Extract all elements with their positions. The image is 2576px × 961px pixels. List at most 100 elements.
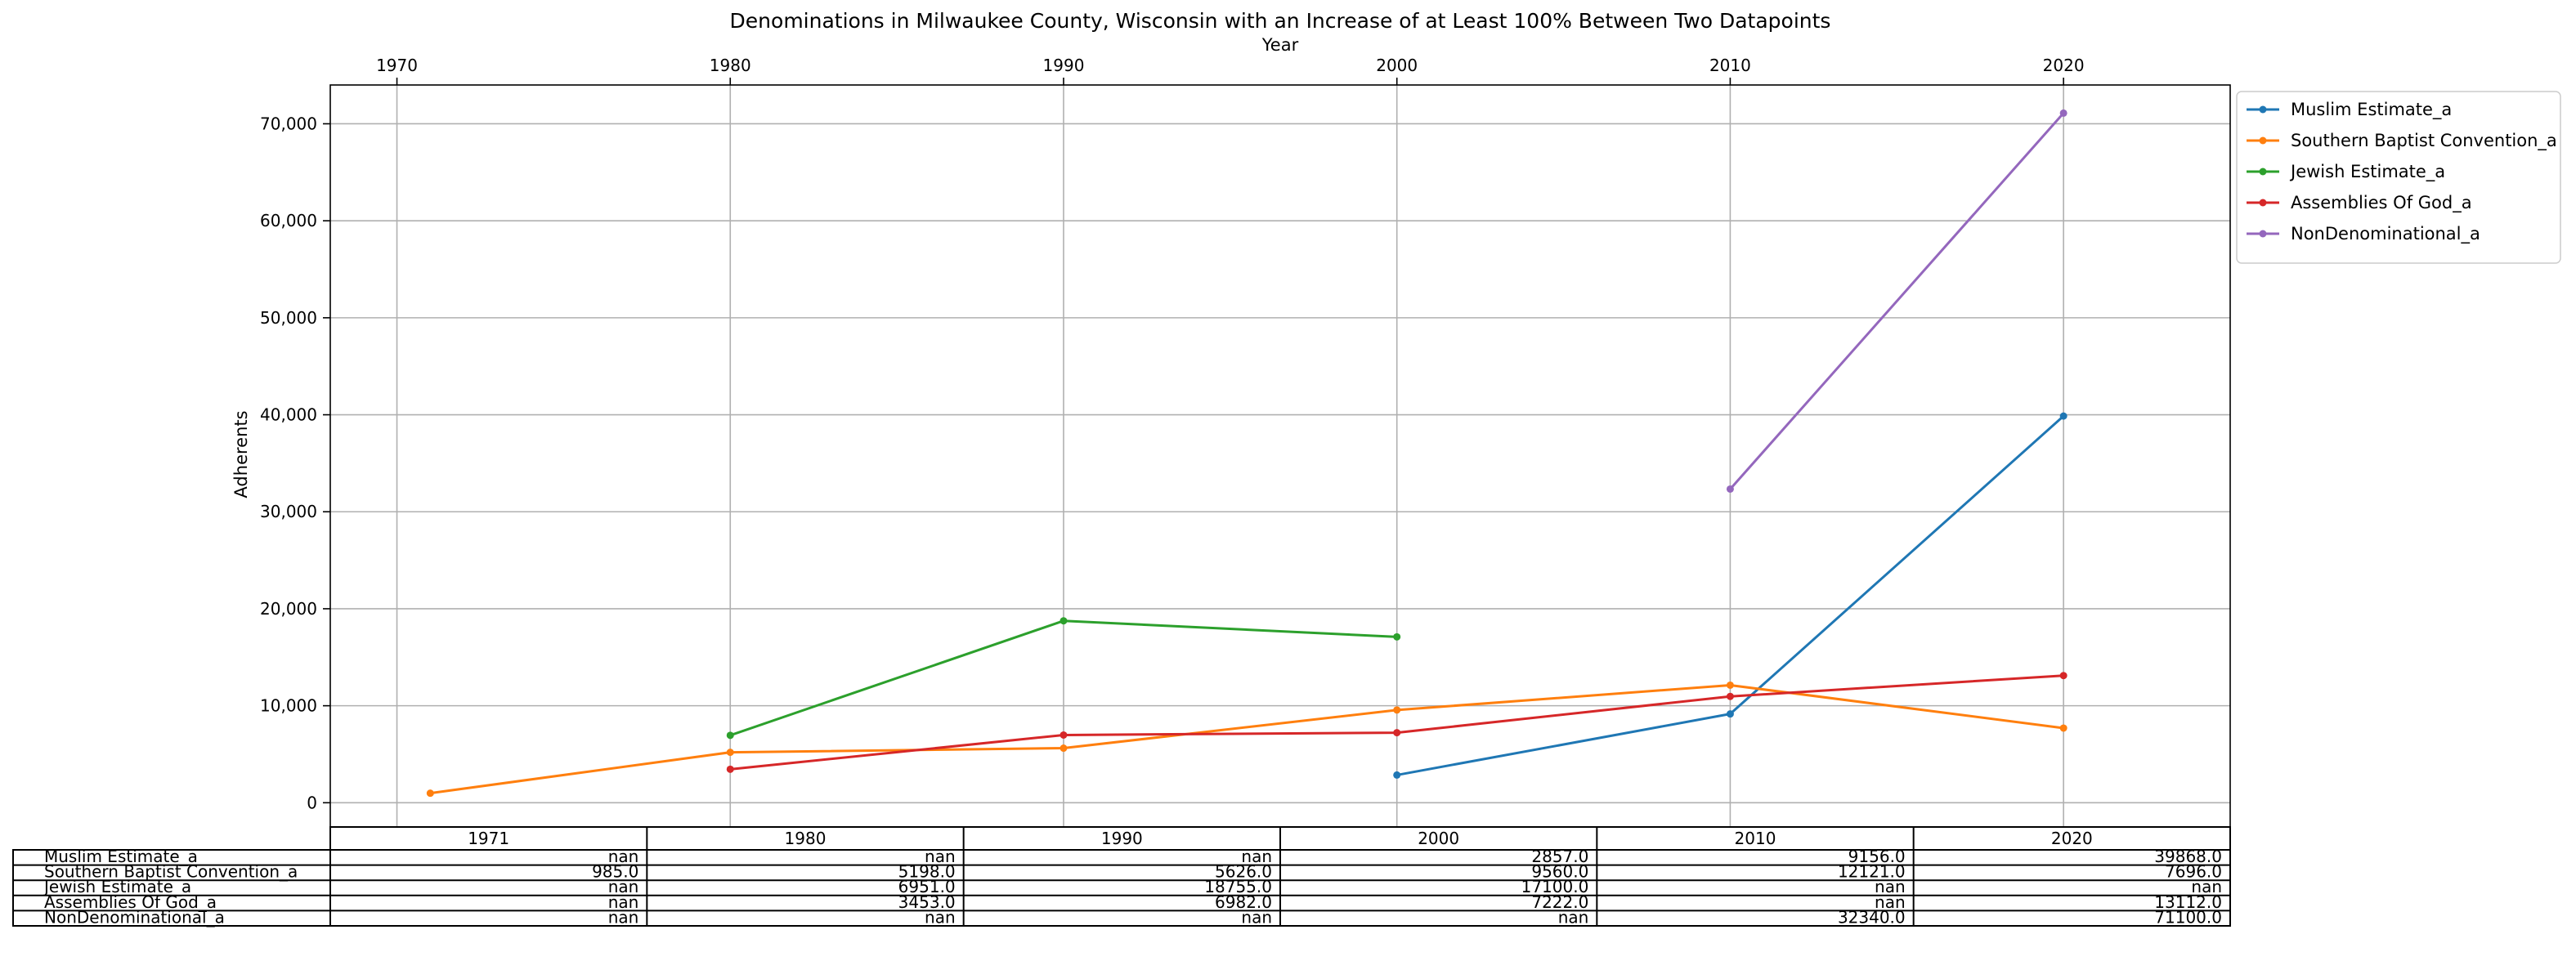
table-cell: nan xyxy=(608,907,639,927)
y-tick-label: 70,000 xyxy=(260,114,317,133)
legend-swatch-marker xyxy=(2259,136,2267,145)
y-tick-label: 0 xyxy=(307,793,317,812)
table-cell: 5626.0 xyxy=(1215,862,1272,882)
series-group xyxy=(426,681,2068,798)
table-body-frame xyxy=(12,849,2231,927)
grid-lines xyxy=(330,85,2230,827)
legend-swatch-marker xyxy=(2259,199,2267,207)
y-tick-label: 20,000 xyxy=(260,599,317,619)
y-axis-label: Adherents xyxy=(231,410,251,498)
table-cell: nan xyxy=(2191,877,2222,896)
legend-entry-label: Muslim Estimate_a xyxy=(2291,100,2452,120)
data-point xyxy=(1060,744,1068,753)
table-cell: nan xyxy=(1558,907,1589,927)
data-point xyxy=(1726,681,1734,689)
table-cell: 7696.0 xyxy=(2165,862,2222,882)
data-point xyxy=(2059,672,2068,680)
table-cell: 39868.0 xyxy=(2154,847,2222,866)
legend-entry-label: Jewish Estimate_a xyxy=(2289,162,2445,182)
table-cell: 18755.0 xyxy=(1204,877,1272,896)
legend-swatch-marker xyxy=(2259,168,2267,176)
axis-ticks: 1970 1980 1990 2000 2010 2020 0 10,000 20,000 30,… xyxy=(260,56,2085,812)
table-cell: 2857.0 xyxy=(1531,847,1588,866)
table-cell: nan xyxy=(1241,847,1272,866)
y-tick-label: 10,000 xyxy=(260,696,317,716)
series-group xyxy=(1726,109,2068,493)
table-cell: 3453.0 xyxy=(898,892,956,912)
series-lines xyxy=(426,109,2068,798)
table-cell: 9156.0 xyxy=(1848,847,1906,866)
table-row-label: Assemblies Of God_a xyxy=(44,892,217,912)
legend: Muslim Estimate_a Southern Baptist Conven… xyxy=(2236,91,2561,264)
data-point xyxy=(726,765,734,773)
data-point xyxy=(1393,632,1401,641)
data-point xyxy=(426,789,434,798)
table-column-header: 1980 xyxy=(785,829,827,848)
series-line xyxy=(1729,112,2065,490)
table-cell: nan xyxy=(608,847,639,866)
legend-entry-label: Southern Baptist Convention_a xyxy=(2291,131,2557,151)
table-column-header: 2010 xyxy=(1735,829,1776,848)
table-column-header: 1990 xyxy=(1101,829,1143,848)
series-group xyxy=(1393,412,2068,779)
table-cell: 32340.0 xyxy=(1838,907,1906,927)
data-point xyxy=(1393,771,1401,779)
data-point xyxy=(1060,731,1068,739)
data-table: 1971 1980 1990 2000 2010 2020 Muslim Estimate_… xyxy=(12,826,2231,927)
table-cell: nan xyxy=(1875,892,1906,912)
series-group xyxy=(726,617,1401,740)
table-cell: nan xyxy=(608,877,639,896)
legend-entry-label: Assemblies Of God_a xyxy=(2291,193,2472,213)
data-point xyxy=(1726,485,1734,493)
legend-frame xyxy=(2236,91,2561,264)
table-cell: 9560.0 xyxy=(1531,862,1588,882)
table-column-header: 2020 xyxy=(2051,829,2093,848)
table-cell: nan xyxy=(925,847,956,866)
table-cell: 71100.0 xyxy=(2154,907,2222,927)
table-cell: nan xyxy=(608,892,639,912)
legend-swatch-marker xyxy=(2259,105,2267,114)
table-row-label: Muslim Estimate_a xyxy=(44,847,198,866)
table-cell: 985.0 xyxy=(592,862,638,882)
table-column-header: 2000 xyxy=(1418,829,1459,848)
data-point xyxy=(1726,692,1734,700)
x-tick-label: 1990 xyxy=(1043,56,1085,75)
legend-entry-label: NonDenominational_a xyxy=(2291,224,2480,244)
table-row-label: NonDenominational_a xyxy=(44,907,225,927)
table-cell: 13112.0 xyxy=(2154,892,2222,912)
table-cell: 7222.0 xyxy=(1531,892,1588,912)
table-cell: 17100.0 xyxy=(1521,877,1589,896)
legend-swatch-marker xyxy=(2259,230,2267,238)
y-tick-label: 30,000 xyxy=(260,502,317,521)
x-tick-label: 1970 xyxy=(376,56,418,75)
x-tick-label: 1980 xyxy=(710,56,751,75)
data-point xyxy=(726,731,734,740)
table-cell: 6951.0 xyxy=(898,877,956,896)
series-group xyxy=(726,672,2068,773)
y-tick-label: 50,000 xyxy=(260,308,317,328)
table-cell: 12121.0 xyxy=(1838,862,1906,882)
y-tick-label: 40,000 xyxy=(260,405,317,425)
table-cell: 6982.0 xyxy=(1215,892,1272,912)
data-point xyxy=(1393,729,1401,737)
y-tick-label: 60,000 xyxy=(260,211,317,230)
table-cell: nan xyxy=(925,907,956,927)
plot-area-frame xyxy=(329,84,2231,828)
x-tick-label: 2020 xyxy=(2043,56,2085,75)
data-point xyxy=(1393,706,1401,714)
data-point xyxy=(2059,724,2068,732)
data-point xyxy=(1060,617,1068,625)
table-row-label: Jewish Estimate_a xyxy=(43,877,191,896)
x-axis-label: Year xyxy=(1261,35,1299,55)
table-column-header: 1971 xyxy=(468,829,509,848)
data-point xyxy=(2059,109,2068,117)
chart-title: Denominations in Milwaukee County, Wisco… xyxy=(730,9,1831,33)
data-point xyxy=(726,749,734,757)
table-row-label: Southern Baptist Convention_a xyxy=(44,862,298,882)
table-cell: nan xyxy=(1241,907,1272,927)
table-cell: 5198.0 xyxy=(898,862,956,882)
table-cell: nan xyxy=(1875,877,1906,896)
x-tick-label: 2010 xyxy=(1709,56,1751,75)
data-point xyxy=(1726,710,1734,718)
